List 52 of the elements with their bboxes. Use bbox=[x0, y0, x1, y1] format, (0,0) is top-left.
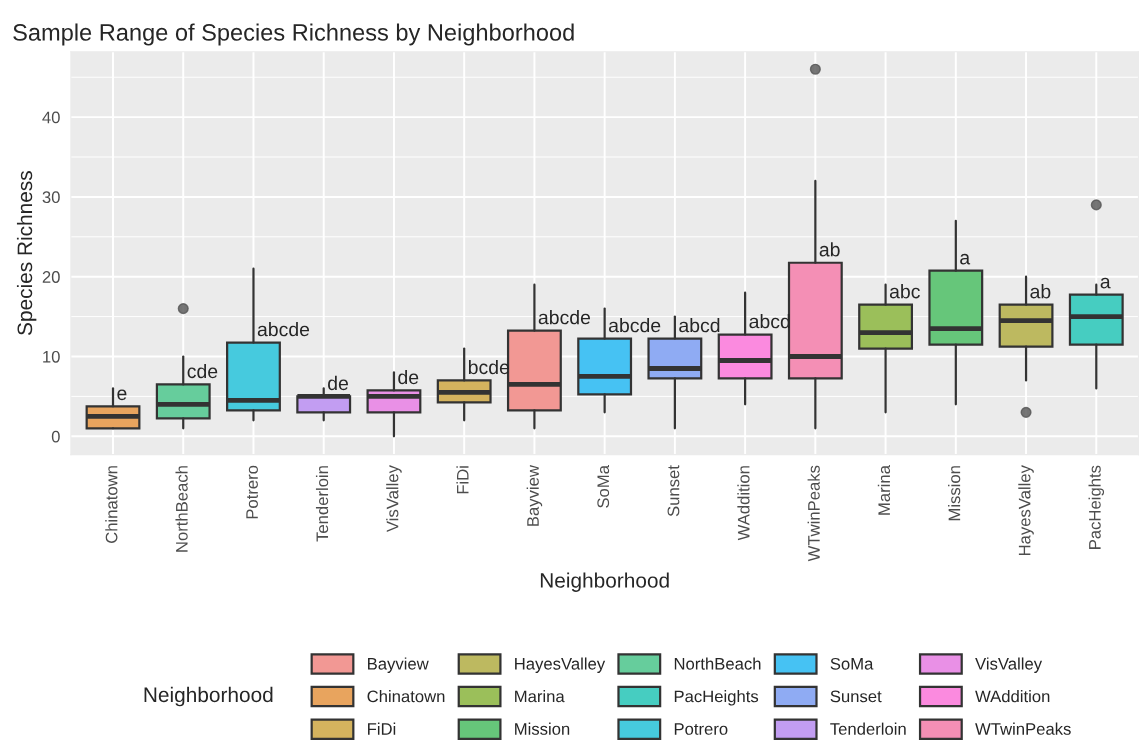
x-tick-label: Sunset bbox=[667, 465, 680, 517]
legend-label: SoMa bbox=[830, 657, 874, 670]
annotation: abc bbox=[889, 284, 920, 299]
legend-label: Mission bbox=[515, 722, 570, 735]
legend-label: FiDi bbox=[368, 722, 396, 735]
y-tick-label: 0 bbox=[51, 430, 60, 443]
annotation: cde bbox=[187, 363, 218, 379]
legend-label: NorthBeach bbox=[674, 657, 761, 670]
x-tick-label: Potrero bbox=[246, 465, 258, 519]
annotation: de bbox=[398, 369, 419, 385]
x-axis-title: Neighborhood bbox=[540, 572, 669, 592]
annotation: ab bbox=[819, 242, 840, 257]
x-tick-label: Tenderloin bbox=[315, 466, 329, 542]
legend-label: Bayview bbox=[368, 657, 429, 673]
legend-label: Tenderloin bbox=[830, 722, 906, 735]
y-tick-label: 30 bbox=[42, 191, 60, 204]
annotation: abcde bbox=[608, 318, 661, 333]
y-tick-label: 10 bbox=[43, 350, 60, 363]
legend-label: Marina bbox=[515, 690, 565, 703]
annotation: e bbox=[117, 389, 127, 401]
legend-label: Potrero bbox=[674, 723, 728, 735]
x-tick-label: FiDi bbox=[456, 466, 469, 494]
legend-label: WAddition bbox=[975, 690, 1050, 703]
x-tick-label: Mission bbox=[948, 466, 961, 521]
legend-label: HayesValley bbox=[515, 657, 606, 673]
x-tick-label: SoMa bbox=[597, 465, 610, 508]
legend-label: WTwinPeaks bbox=[975, 722, 1071, 735]
x-tick-label: NorthBeach bbox=[175, 466, 188, 552]
y-axis-title: Species Richness bbox=[16, 171, 37, 336]
x-tick-label: WTwinPeaks bbox=[807, 465, 820, 562]
annotation: abcde bbox=[257, 322, 310, 337]
x-tick-label: PacHeights bbox=[1088, 465, 1105, 549]
annotation: abcde bbox=[538, 310, 591, 325]
x-tick-label: Chinatown bbox=[105, 466, 118, 543]
legend-label: Sunset bbox=[830, 690, 882, 703]
y-tick-label: 40 bbox=[42, 111, 60, 124]
legend-label: VisValley bbox=[975, 657, 1043, 673]
annotation: a bbox=[1100, 277, 1111, 289]
chart-title: Sample Range of Species Richness by Neighborhood bbox=[13, 23, 574, 46]
y-tick-label: 20 bbox=[42, 271, 60, 283]
annotation: abcd bbox=[679, 318, 720, 333]
x-tick-label: VisValley bbox=[386, 465, 402, 533]
x-tick-label: WAddition bbox=[737, 466, 750, 541]
legend-title: Neighborhood bbox=[144, 686, 273, 707]
x-tick-label: HayesValley bbox=[1018, 465, 1034, 556]
x-tick-label: Marina bbox=[877, 465, 891, 515]
legend-label: PacHeights bbox=[674, 690, 759, 706]
annotation: de bbox=[328, 375, 348, 391]
annotation: a bbox=[960, 253, 971, 265]
x-tick-label: Bayview bbox=[526, 465, 543, 526]
annotation: ab bbox=[1030, 284, 1051, 299]
legend-label: Chinatown bbox=[367, 690, 445, 703]
